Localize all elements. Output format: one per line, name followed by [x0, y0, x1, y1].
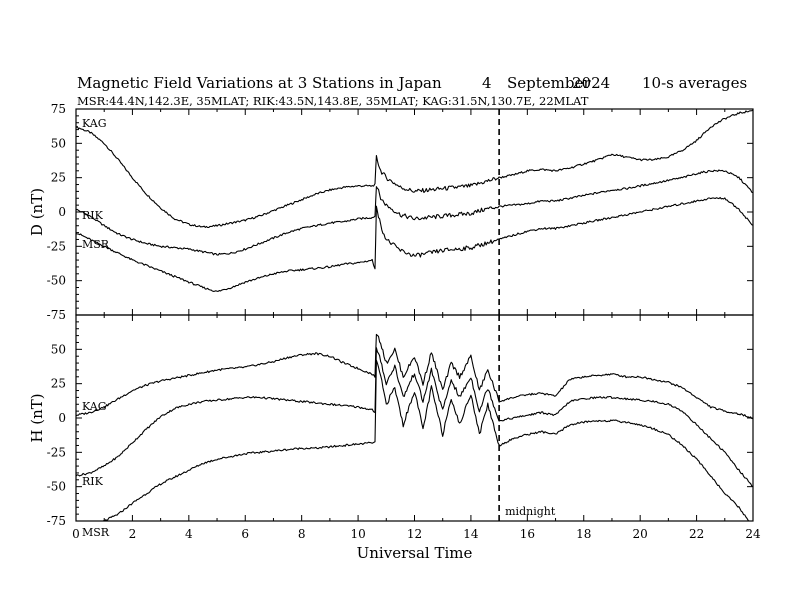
trace-d-rik — [75, 169, 754, 256]
x-tick-label: 12 — [407, 527, 422, 541]
date-day: 4 — [482, 74, 492, 92]
chart-title: Magnetic Field Variations at 3 Stations … — [77, 74, 442, 92]
y-tick-label: -50 — [47, 480, 66, 494]
y-tick-label: 25 — [51, 377, 66, 391]
series-label-d-rik: RIK — [82, 209, 104, 222]
averaging-label: 10-s averages — [642, 74, 747, 92]
y-tick-label: 50 — [51, 136, 66, 150]
trace-h-msr — [76, 359, 753, 522]
y-tick-label: 0 — [58, 411, 66, 425]
x-tick-label: 0 — [72, 527, 80, 541]
y-tick-label: -25 — [47, 445, 66, 459]
date-month: September — [507, 74, 591, 92]
x-tick-label: 6 — [241, 527, 249, 541]
x-tick-label: 18 — [576, 527, 591, 541]
y-tick-label: 0 — [58, 205, 66, 219]
y-tick-label: 25 — [51, 171, 66, 185]
x-axis-label: Universal Time — [357, 544, 473, 562]
series-label-h-msr: MSR — [82, 526, 110, 539]
panel-frame-h — [75, 314, 754, 522]
series-label-d-msr: MSR — [82, 238, 110, 251]
x-tick-label: 8 — [298, 527, 306, 541]
x-tick-label: 10 — [350, 527, 365, 541]
midnight-label: midnight — [505, 505, 556, 518]
y-axis-label-h: H (nT) — [28, 393, 46, 442]
stations-info: MSR:44.4N,142.3E, 35MLAT; RIK:43.5N,143.… — [77, 94, 589, 108]
y-tick-label: -50 — [47, 274, 66, 288]
x-tick-label: 22 — [689, 527, 704, 541]
y-tick-label: -75 — [47, 514, 66, 528]
x-tick-label: 4 — [185, 527, 193, 541]
x-tick-label: 16 — [520, 527, 535, 541]
series-label-h-kag: KAG — [82, 400, 107, 413]
trace-h-kag — [75, 333, 754, 420]
y-tick-label: -25 — [47, 239, 66, 253]
trace-d-kag — [75, 109, 754, 229]
x-tick-label: 20 — [633, 527, 648, 541]
x-tick-label: 14 — [463, 527, 479, 541]
x-tick-label: 24 — [745, 527, 761, 541]
series-label-h-rik: RIK — [82, 475, 104, 488]
x-tick-label: 2 — [129, 527, 137, 541]
date-year: 2024 — [572, 74, 610, 92]
y-axis-label-d: D (nT) — [28, 188, 46, 236]
trace-d-msr — [75, 196, 754, 292]
panel-frame-d — [75, 108, 754, 316]
y-tick-label: -75 — [47, 308, 66, 322]
y-tick-label: 50 — [51, 342, 66, 356]
y-tick-label: 75 — [51, 102, 66, 116]
trace-h-rik — [75, 347, 754, 488]
series-label-d-kag: KAG — [82, 117, 107, 130]
